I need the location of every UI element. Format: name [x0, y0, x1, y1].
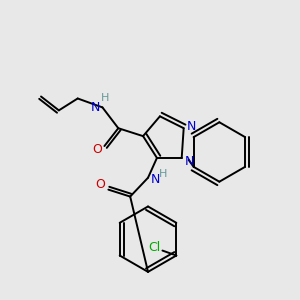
Text: O: O [93, 142, 102, 155]
Text: H: H [101, 94, 110, 103]
Text: O: O [95, 178, 105, 191]
Text: N: N [91, 101, 100, 114]
Text: H: H [159, 169, 167, 179]
Text: N: N [150, 173, 160, 186]
Text: N: N [187, 120, 196, 133]
Text: Cl: Cl [148, 241, 161, 254]
Text: N: N [185, 155, 194, 168]
